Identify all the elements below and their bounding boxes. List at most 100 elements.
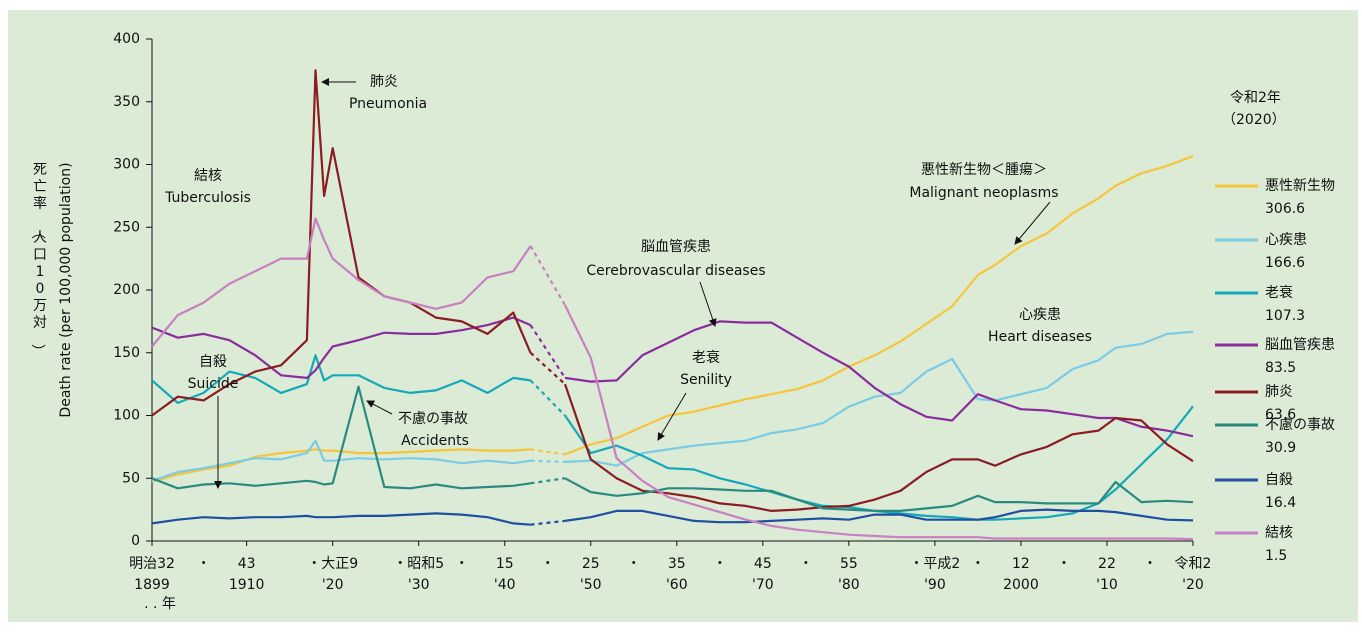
era-tick-label: ・ [197,556,211,572]
y-tick-label: 250 [113,219,140,235]
era-tick-label: 明治32 [129,556,175,572]
legend-title: 令和2年 [1230,90,1281,106]
y-tick-label: 400 [113,31,140,47]
x-tick-label: '10 [1096,577,1118,593]
x-tick-label: '20 [322,577,344,593]
era-tick-label: ・ [455,556,469,572]
annotation: Cerebrovascular diseases [586,263,765,279]
legend-value: 166.6 [1265,255,1305,271]
legend-value: 63.6 [1265,407,1296,423]
annotation: Pneumonia [349,96,427,112]
x-tick-label: '50 [580,577,602,593]
y-tick-label: 200 [113,282,140,298]
legend-label: 肺炎 [1265,384,1293,400]
era-tick-label: ・ [971,556,985,572]
gap-bridge [529,245,566,306]
era-tick-label: 35 [668,556,686,572]
y-axis-label: 死亡率（人口 1 0 万対） [29,162,47,358]
legend-value: 30.9 [1265,440,1296,456]
y-tick-label: 300 [113,157,140,173]
era-tick-label: ・平成2 [909,556,960,572]
annotation: Suicide [188,376,239,392]
era-tick-label: ・ [1143,556,1157,572]
legend-value: 107.3 [1265,308,1305,324]
gap-bridge [530,448,566,456]
series-line [151,217,1194,541]
y-axis-label-en: Death rate (per 100,000 population) [58,162,74,417]
y-tick-label: 150 [113,345,140,361]
gap-bridge [530,459,565,464]
annotation: 心疾患 [1019,307,1061,323]
era-tick-label: ・ [713,556,727,572]
series-line [151,69,1194,512]
era-tick-label: ・大正9 [307,556,358,572]
chart-background [8,10,1358,622]
gap-bridge [529,324,566,379]
legend-value: 16.4 [1265,495,1296,511]
annotation: Senility [680,372,732,388]
annotation-arrow [366,400,393,415]
annotation: 不慮の事故 [398,411,468,427]
legend-title: （2020） [1222,112,1286,128]
x-tick-label: 2000 [1003,577,1039,593]
x-tick-label: '70 [752,577,774,593]
legend-label: 老衰 [1265,284,1293,301]
annotation: Malignant neoplasms [909,185,1058,201]
legend-value: 83.5 [1265,360,1296,376]
annotation-arrow [1014,201,1051,245]
legend-label: 悪性新生物 [1265,178,1335,194]
gap-bridge [530,477,566,485]
annotation-arrow [699,281,717,327]
era-tick-label: 43 [238,556,256,572]
annotation: 結核 [194,168,222,184]
era-tick-label: ・ [627,556,641,572]
era-tick-label: 55 [840,556,858,572]
x-tick-label: '60 [666,577,688,593]
annotation: Heart diseases [988,329,1092,345]
annotation-arrow [657,392,687,441]
legend-label: 脳血管疾患 [1265,337,1335,353]
legend-value: 306.6 [1265,201,1305,217]
era-tick-label: 12 [1012,556,1030,572]
legend-value: 1.5 [1265,548,1287,564]
x-tick-label: '20 [1182,577,1204,593]
era-tick-label: ・ [541,556,555,572]
era-tick-label: 令和2 [1175,556,1212,572]
annotation: 老衰 [692,349,720,366]
annotation: 悪性新生物＜腫瘍＞ [921,161,1047,178]
x-tick-label: 1910 [229,577,265,593]
era-tick-label: ・ [799,556,813,572]
legend-label: 結核 [1265,525,1293,541]
x-tick-label: '90 [924,577,946,593]
gap-bridge [529,379,566,417]
era-tick-label: 22 [1098,556,1116,572]
annotation: Tuberculosis [164,190,251,206]
series-line [151,316,1194,438]
era-tick-label: 15 [496,556,514,572]
era-tick-label: ・昭和5 [393,556,444,572]
era-tick-label: ・ [1057,556,1071,572]
x-tick-label: '80 [838,577,860,593]
y-tick-label: 0 [131,533,140,549]
annotation: 自殺 [199,354,227,370]
era-tick-label: 45 [754,556,772,572]
legend-label: 自殺 [1265,472,1293,488]
series-line [151,354,1194,521]
y-tick-label: 100 [113,408,140,424]
legend-label: 不慮の事故 [1265,417,1335,433]
gap-bridge [530,519,566,526]
series-line [151,385,1194,512]
x-tick-label: '30 [408,577,430,593]
x-unit-label: . . 年 [144,596,176,612]
annotation: 脳血管疾患 [641,239,711,255]
annotation: 肺炎 [370,74,398,90]
legend-label: 心疾患 [1265,232,1307,248]
series-line [151,508,1194,526]
y-tick-label: 50 [122,470,140,486]
era-tick-label: 25 [582,556,600,572]
annotation: Accidents [401,433,469,449]
x-tick-label: '40 [494,577,516,593]
y-tick-label: 350 [113,94,140,110]
